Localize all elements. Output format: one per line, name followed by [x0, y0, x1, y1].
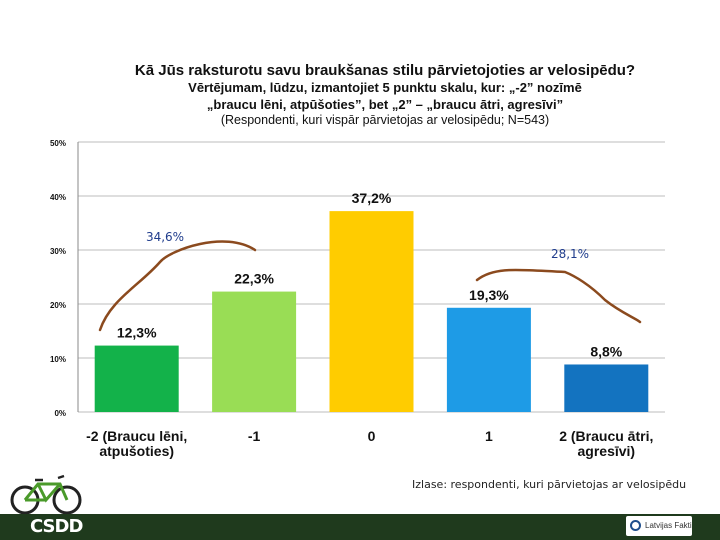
y-tick-label: 0%: [54, 409, 66, 418]
data-label: 8,8%: [590, 343, 622, 359]
csdd-logo: CSDD: [30, 516, 83, 537]
chart-title: Kā Jūs raksturotu savu braukšanas stilu …: [134, 62, 636, 79]
x-tick-label: agresīvi): [578, 443, 636, 459]
x-tick-label: 2 (Braucu ātri,: [559, 428, 653, 444]
latvijas-fakti-mark-icon: [630, 520, 641, 531]
left-brace: [98, 240, 257, 332]
bar: [329, 211, 414, 412]
bicycle-icon: [10, 474, 82, 515]
x-tick-label: -2 (Braucu lēni,: [86, 428, 187, 444]
y-tick-label: 20%: [50, 301, 66, 310]
chart-subtitle-sample: (Respondenti, kuri vispār pārvietojas ar…: [220, 113, 550, 127]
y-tick-label: 30%: [50, 247, 66, 256]
chart-subtitle-line-1: Vērtējumam, lūdzu, izmantojiet 5 punktu …: [188, 80, 582, 95]
data-label: 19,3%: [469, 287, 509, 303]
chart-subtitle-line-2: „braucu lēni, atpūšoties”, bet „2” – „br…: [206, 97, 564, 112]
bar: [564, 364, 649, 412]
sample-note: Izlase: respondenti, kuri pārvietojas ar…: [412, 478, 687, 491]
x-tick-label: 0: [368, 428, 376, 444]
bar: [94, 345, 179, 412]
data-label: 22,3%: [234, 271, 274, 287]
annotation-right: 28,1%: [551, 247, 589, 261]
data-label: 37,2%: [352, 190, 392, 206]
bar: [446, 307, 531, 412]
y-tick-label: 50%: [50, 139, 66, 148]
x-tick-label: atpušoties): [99, 443, 174, 459]
y-tick-label: 40%: [50, 193, 66, 202]
annotation-left: 34,6%: [146, 230, 184, 244]
y-tick-label: 10%: [50, 355, 66, 364]
bar: [212, 291, 297, 412]
latvijas-fakti-logo: Latvijas Fakti: [626, 516, 692, 536]
x-tick-label: -1: [248, 428, 261, 444]
bar-chart: 0% 10% 20% 30% 40% 50% 12,3% -2 (Braucu lēni,at…: [50, 139, 665, 459]
x-tick-label: 1: [485, 428, 493, 444]
footer-bar: [0, 514, 720, 540]
right-brace: [475, 268, 642, 324]
latvijas-fakti-logo-text: Latvijas Fakti: [645, 521, 692, 530]
data-label: 12,3%: [117, 325, 157, 341]
